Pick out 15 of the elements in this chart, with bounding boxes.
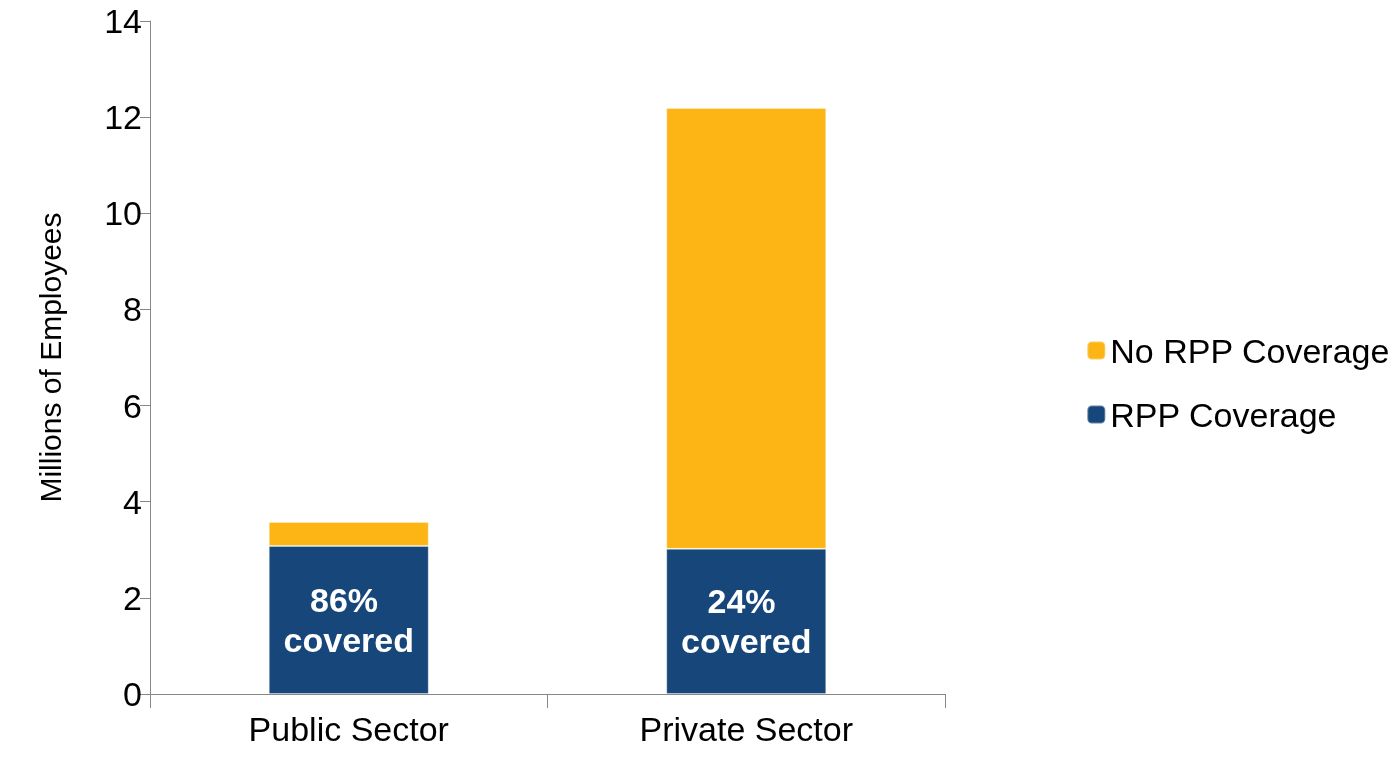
annotation: 24% covered xyxy=(681,582,812,661)
y-tick-label: 8 xyxy=(123,290,142,329)
legend-label: No RPP Coverage xyxy=(1110,331,1390,370)
y-tick-label: 6 xyxy=(123,386,142,425)
y-tick-label: 10 xyxy=(104,194,142,233)
x-tick-label: Private Sector xyxy=(639,710,854,748)
x-tick-label: Public Sector xyxy=(248,710,449,748)
y-tick-label: 4 xyxy=(123,482,142,521)
y-tick-label: 0 xyxy=(123,675,142,713)
legend-label: RPP Coverage xyxy=(1110,395,1337,434)
y-tick-label: 12 xyxy=(104,98,142,137)
y-axis-title: Millions of Employees xyxy=(33,212,67,503)
y-tick-label: 2 xyxy=(123,578,142,617)
annotation: 86% covered xyxy=(283,580,414,659)
y-tick-label: 14 xyxy=(104,2,142,40)
